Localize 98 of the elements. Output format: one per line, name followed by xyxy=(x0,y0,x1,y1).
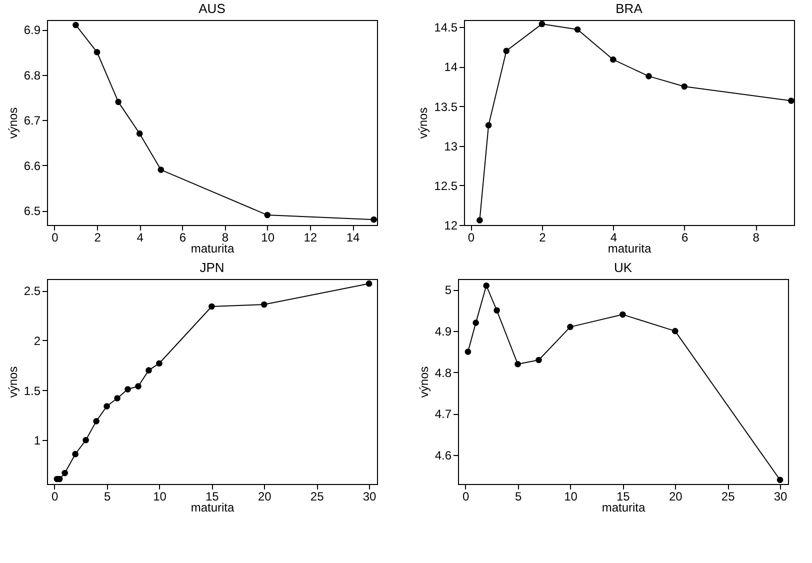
x-tick-label: 0 xyxy=(52,490,58,504)
chart-title: UK xyxy=(614,260,632,275)
point xyxy=(208,303,215,310)
x-tick-label: 6 xyxy=(682,230,689,244)
point xyxy=(485,122,492,128)
point xyxy=(115,98,122,106)
x-tick-label: 20 xyxy=(668,490,683,504)
point xyxy=(136,130,143,137)
y-axis-title: výnos xyxy=(6,107,20,139)
point xyxy=(156,360,162,367)
y-tick-label: 1.5 xyxy=(24,384,41,398)
x-tick-label: 10 xyxy=(564,490,578,504)
x-axis-title: maturita xyxy=(608,242,652,256)
point xyxy=(264,212,271,218)
point xyxy=(514,360,521,368)
x-tick-label: 0 xyxy=(52,230,59,244)
y-tick-label: 13 xyxy=(444,139,458,154)
point xyxy=(370,216,377,223)
point xyxy=(476,217,483,224)
x-tick-label: 6 xyxy=(179,230,186,244)
x-tick-label: 5 xyxy=(514,490,522,504)
y-tick-label: 6.9 xyxy=(24,23,41,38)
point xyxy=(82,436,89,444)
point xyxy=(464,348,472,355)
y-tick-label: 4.6 xyxy=(434,448,452,463)
point xyxy=(366,280,372,287)
x-axis-title: maturita xyxy=(602,500,646,514)
y-tick-label: 6.5 xyxy=(24,204,41,218)
x-tick-label: 12 xyxy=(304,230,318,244)
x-tick-label: 20 xyxy=(258,490,272,504)
x-tick-label: 2 xyxy=(539,230,546,244)
x-tick-label: 0 xyxy=(462,490,470,504)
point xyxy=(494,307,500,314)
y-tick-label: 6.8 xyxy=(24,68,41,82)
point xyxy=(574,26,581,33)
point xyxy=(146,367,152,374)
x-tick-label: 4 xyxy=(610,230,618,244)
x-tick-label: 8 xyxy=(752,230,760,244)
y-tick-label: 4.8 xyxy=(434,366,452,380)
x-tick-label: 15 xyxy=(206,490,220,504)
point xyxy=(610,56,616,63)
y-tick-label: 13.5 xyxy=(434,100,458,114)
point xyxy=(681,83,688,90)
point xyxy=(104,403,110,410)
y-tick-label: 6.7 xyxy=(24,114,41,128)
point xyxy=(788,98,794,104)
y-axis-title: výnos xyxy=(416,107,430,139)
point xyxy=(62,470,68,476)
x-tick-label: 2 xyxy=(94,230,102,244)
point xyxy=(114,395,120,402)
x-tick-label: 5 xyxy=(104,490,111,504)
point xyxy=(72,450,78,458)
point xyxy=(124,386,131,392)
x-tick-label: 10 xyxy=(261,230,275,244)
y-tick-label: 14 xyxy=(444,60,458,74)
point xyxy=(536,356,542,364)
point xyxy=(260,301,268,308)
x-tick-label: 14 xyxy=(346,230,360,244)
point xyxy=(94,48,100,56)
x-tick-label: 10 xyxy=(153,490,167,504)
x-tick-label: 25 xyxy=(310,490,324,504)
x-tick-label: 15 xyxy=(616,490,630,504)
point xyxy=(93,418,100,424)
point xyxy=(538,20,546,28)
x-tick-label: 25 xyxy=(721,490,736,504)
y-tick-label: 12.5 xyxy=(434,178,458,193)
y-tick-label: 2.5 xyxy=(24,284,41,298)
point xyxy=(620,311,626,318)
point xyxy=(72,22,79,28)
y-tick-label: 2 xyxy=(34,334,41,348)
x-tick-label: 30 xyxy=(774,490,788,504)
x-axis-title: maturita xyxy=(190,500,234,514)
y-tick-label: 4.7 xyxy=(434,407,452,422)
x-tick-label: 4 xyxy=(136,230,144,244)
y-tick-label: 14.5 xyxy=(434,20,458,35)
y-axis-title: výnos xyxy=(6,366,20,398)
y-tick-label: 6.6 xyxy=(24,158,41,173)
point xyxy=(672,328,678,334)
point xyxy=(158,166,164,173)
x-tick-label: 8 xyxy=(222,230,229,244)
point xyxy=(483,282,490,289)
chart-title: AUS xyxy=(198,1,226,16)
y-tick-label: 5 xyxy=(444,283,452,298)
x-axis-title: maturita xyxy=(190,242,234,256)
chart-title: JPN xyxy=(200,260,224,275)
x-tick-label: 0 xyxy=(468,230,475,244)
y-tick-label: 12 xyxy=(444,218,458,232)
point xyxy=(567,324,574,330)
point xyxy=(472,320,479,326)
point xyxy=(646,73,652,80)
point xyxy=(503,48,510,54)
point xyxy=(776,476,784,484)
y-axis-title: výnos xyxy=(416,366,431,398)
x-tick-label: 30 xyxy=(362,490,377,504)
y-tick-label: 4.9 xyxy=(434,324,452,339)
point xyxy=(135,383,142,390)
chart-title: BRA xyxy=(616,1,643,16)
y-tick-label: 1 xyxy=(34,434,41,448)
